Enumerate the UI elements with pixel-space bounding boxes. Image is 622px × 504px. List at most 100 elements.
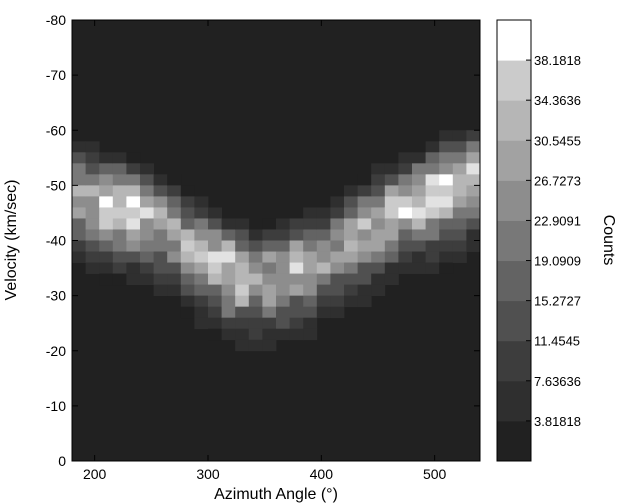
heatmap-cell [452, 163, 467, 175]
heatmap-cell [235, 339, 250, 352]
y-tick-label: -50 [46, 177, 66, 193]
heatmap-cell [180, 207, 195, 219]
heatmap-cell [439, 218, 454, 230]
heatmap-cell [425, 196, 440, 208]
colorbar-block [497, 300, 531, 342]
heatmap-cell [208, 295, 222, 308]
heatmap-cell [303, 273, 318, 286]
heatmap-cell [425, 141, 440, 153]
heatmap-cell [357, 196, 372, 208]
heatmap-cell [289, 328, 304, 341]
heatmap-cell [221, 218, 236, 230]
heatmap-cell [412, 262, 426, 274]
heatmap-cell [276, 306, 290, 319]
heatmap-cell [344, 218, 358, 230]
heatmap-cell [180, 240, 195, 252]
y-tick-label: -10 [46, 398, 66, 414]
heatmap-cell [112, 262, 127, 274]
heatmap-cell [289, 317, 304, 330]
heatmap-cell [439, 262, 454, 274]
heatmap-cell [153, 185, 168, 197]
heatmap-cell [357, 174, 372, 186]
heatmap-cell [452, 251, 467, 263]
heatmap-cell [276, 328, 290, 341]
heatmap-cell [72, 251, 86, 263]
heatmap-cell [316, 284, 331, 297]
heatmap-cell [330, 306, 345, 319]
heatmap-cell [425, 251, 440, 263]
heatmap-cell [140, 163, 154, 175]
heatmap-cell [167, 229, 182, 241]
heatmap-cell [357, 207, 372, 219]
heatmap-cell [330, 196, 345, 208]
heatmap-cell [412, 218, 426, 230]
heatmap-cell [276, 284, 290, 297]
heatmap-cell [153, 240, 168, 252]
heatmap-cell [180, 273, 195, 286]
heatmap-cell [316, 251, 331, 263]
heatmap-cell [208, 273, 222, 286]
heatmap-cell [126, 196, 141, 208]
heatmap-cell [316, 295, 331, 308]
heatmap-cell [289, 251, 304, 263]
heatmap-cell [112, 273, 127, 286]
heatmap-cell [221, 229, 236, 241]
heatmap-cell [180, 185, 195, 197]
y-tick-label: -40 [46, 233, 66, 249]
heatmap-cell [371, 185, 386, 197]
heatmap-cell [153, 218, 168, 230]
heatmap-cell [221, 317, 236, 330]
heatmap-cell [235, 273, 250, 286]
heatmap-cell [126, 152, 141, 164]
colorbar-label: Counts [600, 215, 617, 266]
heatmap-cell [85, 174, 100, 186]
heatmap-cell [371, 240, 386, 252]
colorbar-blocks [497, 20, 531, 462]
heatmap-cell [289, 306, 304, 319]
heatmap-cell [466, 229, 481, 241]
heatmap-cell [153, 174, 168, 186]
heatmap-cell [221, 251, 236, 263]
heatmap-cell [439, 130, 454, 142]
heatmap-cell [153, 273, 168, 286]
heatmap-cell [425, 240, 440, 252]
heatmap-cell [276, 317, 290, 330]
heatmap-cell [452, 240, 467, 252]
y-tick-label: -70 [46, 67, 66, 83]
heatmap-cell [262, 306, 277, 319]
heatmap-cell [384, 163, 399, 175]
heatmap-cell [248, 262, 263, 274]
heatmap-cell [262, 262, 277, 274]
x-tick-label: 300 [196, 466, 220, 482]
heatmap-cell [439, 141, 454, 153]
heatmap-cell [357, 218, 372, 230]
heatmap-cell [316, 273, 331, 286]
heatmap-cell [85, 229, 100, 241]
heatmap-cell [398, 262, 413, 274]
heatmap-cell [235, 218, 250, 230]
heatmap-cell [153, 196, 168, 208]
heatmap-cell [357, 262, 372, 274]
heatmap-cell [85, 262, 100, 274]
heatmap-cell [316, 262, 331, 274]
heatmap-cell [112, 174, 127, 186]
heatmap-cell [316, 229, 331, 241]
heatmap-cell [384, 262, 399, 274]
heatmap-cell [425, 229, 440, 241]
colorbar-block [497, 340, 531, 382]
heatmap-cell [439, 196, 454, 208]
heatmap-cell [262, 273, 277, 286]
heatmap-cell [398, 163, 413, 175]
heatmap-cell [72, 185, 86, 197]
heatmap-cell [466, 207, 481, 219]
heatmap-cell [384, 207, 399, 219]
heatmap-cell [85, 240, 100, 252]
heatmap-cell [72, 174, 86, 186]
heatmap-cell [208, 262, 222, 274]
heatmap-cell [316, 218, 331, 230]
heatmap-cell [412, 196, 426, 208]
y-axis-label: Velocity (km/sec) [3, 180, 20, 301]
heatmap-cell [398, 251, 413, 263]
heatmap-cells [72, 130, 481, 352]
